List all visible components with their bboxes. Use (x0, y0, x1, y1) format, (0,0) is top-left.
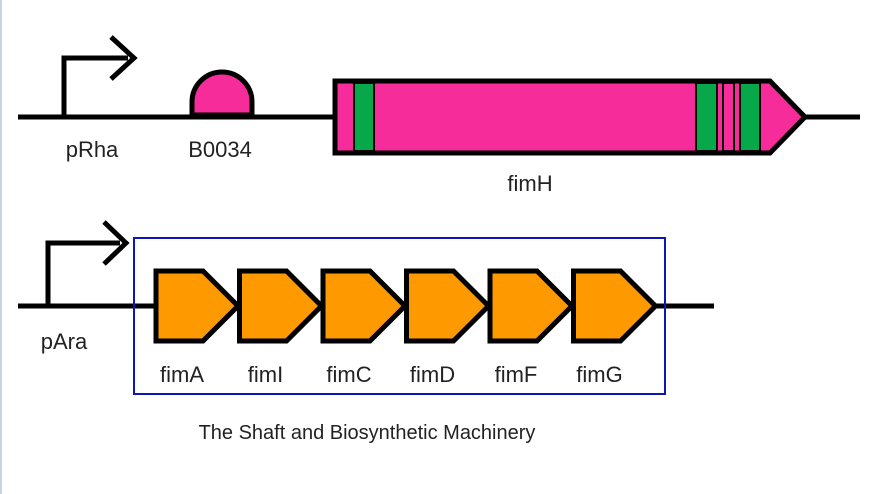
gene-fimf-label: fimF (495, 362, 538, 387)
cds-fimh-label: fimH (507, 171, 552, 196)
promoter-prha-icon (61, 35, 138, 117)
gene-fimc-arrow-icon (320, 268, 409, 344)
gene-fimi: fimI (237, 268, 326, 387)
construct-para-operon: pAra fimA fimI fimC fimD fimF fimG (18, 220, 714, 395)
gene-fimf-arrow-icon (487, 268, 576, 344)
gene-fimc-label: fimC (326, 362, 371, 387)
gene-fimd: fimD (404, 268, 493, 387)
cds-fimh-icon (332, 78, 809, 156)
promoter-para-icon (45, 220, 130, 306)
operon-highlight-box (133, 237, 666, 395)
construct-prha-fimh: pRha B0034 fimH (18, 35, 860, 196)
gene-fimg: fimG (571, 268, 660, 387)
gene-fima-arrow-icon (153, 268, 242, 344)
gene-fimi-label: fimI (248, 362, 283, 387)
promoter-prha-label: pRha (66, 137, 119, 162)
operon-genes: fimA fimI fimC fimD fimF fimG (153, 268, 660, 387)
gene-fimg-label: fimG (576, 362, 622, 387)
rbs-b0034-label: B0034 (188, 137, 252, 162)
promoter-para-label: pAra (41, 329, 88, 354)
gene-fimi-arrow-icon (237, 268, 326, 344)
gene-fima-label: fimA (160, 362, 204, 387)
gene-fimf: fimF (487, 268, 576, 387)
gene-fimd-arrow-icon (404, 268, 493, 344)
gene-fima: fimA (153, 268, 242, 387)
rbs-b0034-icon (189, 69, 255, 118)
gene-fimc: fimC (320, 268, 409, 387)
gene-fimg-arrow-icon (571, 268, 660, 344)
gene-fimd-label: fimD (410, 362, 455, 387)
diagram-caption: The Shaft and Biosynthetic Machinery (199, 422, 536, 444)
